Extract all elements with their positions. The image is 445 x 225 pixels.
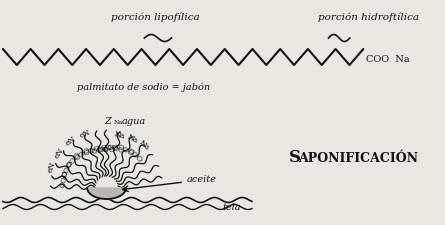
Text: APONIFICACIÓN: APONIFICACIÓN (299, 151, 418, 164)
Text: tela: tela (223, 203, 242, 212)
Text: agua: agua (122, 117, 146, 126)
Text: eN: eN (79, 128, 92, 140)
Text: palmitato de sodio = jabón: palmitato de sodio = jabón (77, 82, 210, 92)
Text: COO: COO (97, 146, 116, 154)
Text: Na: Na (113, 130, 125, 141)
Text: Na: Na (113, 120, 122, 125)
Text: porción hidroftílica: porción hidroftílica (318, 12, 419, 22)
Text: COO: COO (106, 143, 125, 155)
Text: COO: COO (65, 150, 83, 169)
Text: eN: eN (64, 134, 78, 147)
Text: porción lipofílica: porción lipofílica (111, 12, 199, 22)
Text: COO: COO (116, 143, 136, 159)
Text: Na: Na (138, 138, 151, 152)
Text: COO: COO (126, 146, 145, 164)
Text: S: S (289, 149, 301, 166)
Text: aceite: aceite (187, 176, 217, 184)
Text: COO: COO (91, 145, 110, 156)
Text: COO: COO (73, 146, 92, 162)
Text: COO: COO (61, 160, 75, 179)
Text: COO: COO (101, 144, 118, 152)
Text: eN: eN (46, 161, 58, 174)
Text: Z: Z (104, 117, 111, 126)
Text: Na: Na (125, 132, 139, 145)
Text: COO  Na: COO Na (366, 54, 410, 63)
Polygon shape (87, 188, 126, 199)
Text: COO: COO (82, 144, 102, 158)
Text: COO: COO (59, 169, 71, 189)
Text: eN: eN (53, 147, 65, 160)
